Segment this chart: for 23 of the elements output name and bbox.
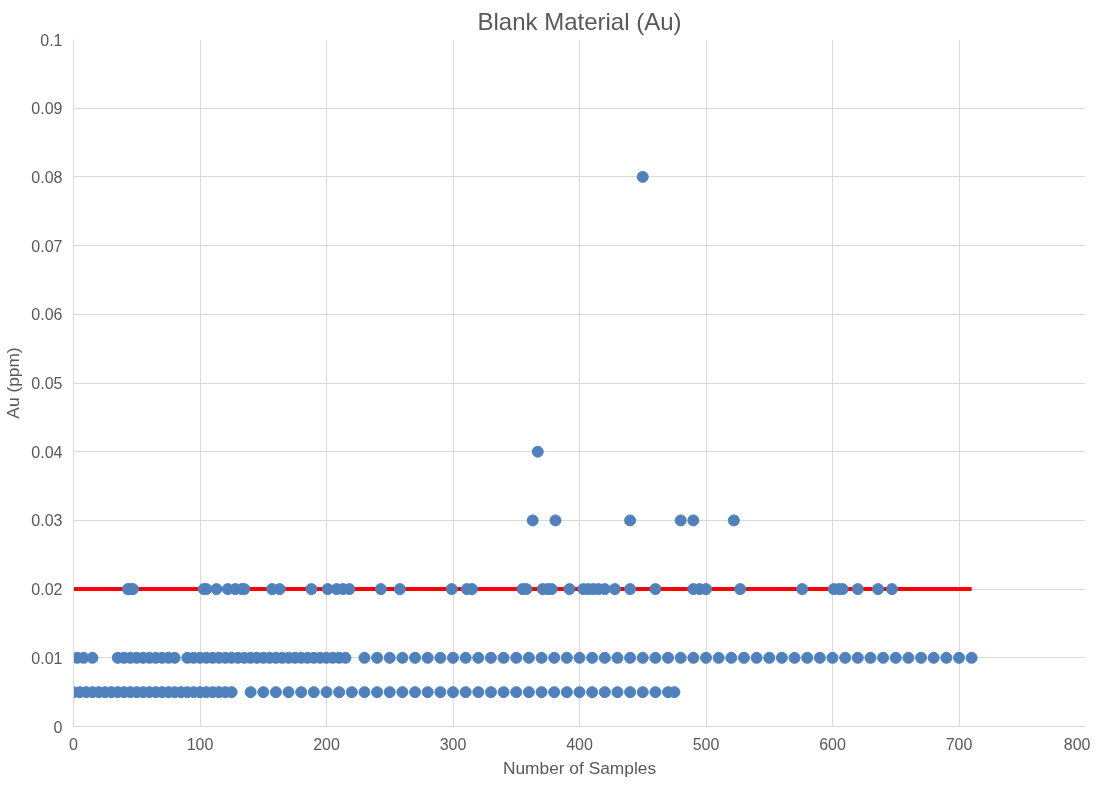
y-tick-label: 0.03 bbox=[31, 512, 63, 530]
y-tick-label: 0.08 bbox=[31, 168, 63, 186]
x-tick-label: 100 bbox=[186, 735, 214, 753]
x-tick-label: 600 bbox=[819, 735, 846, 753]
y-tick-label: 0.1 bbox=[40, 31, 63, 49]
y-tick-label: 0.01 bbox=[31, 649, 63, 667]
y-tick-label: 0.04 bbox=[31, 443, 63, 461]
y-tick-label: 0.02 bbox=[31, 581, 63, 599]
y-tick-label: 0 bbox=[53, 718, 63, 736]
y-tick-label: 0.09 bbox=[31, 100, 63, 118]
x-tick-label: 0 bbox=[69, 735, 79, 753]
chart-title: Blank Material (Au) bbox=[477, 7, 682, 35]
y-axis-title: Au (ppm) bbox=[3, 347, 24, 419]
x-axis-title: Number of Samples bbox=[502, 757, 657, 778]
y-tick-label: 0.06 bbox=[31, 306, 63, 324]
x-tick-label: 500 bbox=[692, 735, 720, 753]
x-tick-label: 700 bbox=[945, 735, 973, 753]
x-tick-label: 300 bbox=[439, 735, 467, 753]
y-tick-label: 0.07 bbox=[31, 237, 63, 255]
x-tick-label: 200 bbox=[313, 735, 340, 753]
x-tick-label: 800 bbox=[1063, 735, 1091, 753]
y-tick-label: 0.05 bbox=[31, 375, 63, 392]
x-tick-label: 400 bbox=[566, 735, 593, 753]
